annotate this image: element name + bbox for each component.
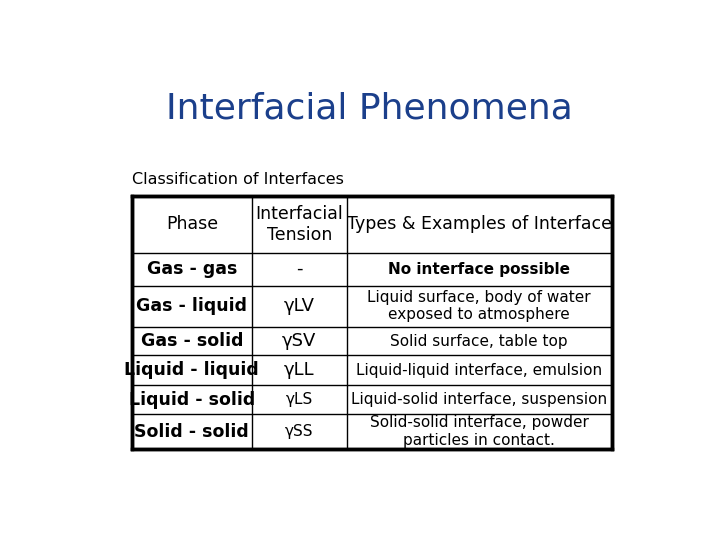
Text: Solid surface, table top: Solid surface, table top [390,334,568,349]
Text: Liquid-solid interface, suspension: Liquid-solid interface, suspension [351,392,607,407]
Bar [132,196,612,449]
Text: Phase: Phase [166,215,218,233]
Text: -: - [296,260,302,278]
Text: γSV: γSV [282,332,316,350]
Text: Liquid surface, body of water
exposed to atmosphere: Liquid surface, body of water exposed to… [367,290,591,322]
Text: No interface possible: No interface possible [388,262,570,276]
Text: Interfacial
Tension: Interfacial Tension [256,205,343,244]
Text: Solid-solid interface, powder
particles in contact.: Solid-solid interface, powder particles … [370,415,589,448]
Text: γLL: γLL [284,361,315,379]
Text: γLS: γLS [286,392,313,407]
Text: Interfacial Phenomena: Interfacial Phenomena [166,91,572,125]
Text: Gas - liquid: Gas - liquid [136,297,248,315]
Text: γSS: γSS [285,424,313,439]
Text: Types & Examples of Interface: Types & Examples of Interface [347,215,612,233]
Text: Liquid - liquid: Liquid - liquid [125,361,259,379]
Text: Gas - solid: Gas - solid [140,332,243,350]
Text: Gas - gas: Gas - gas [147,260,237,278]
Text: γLV: γLV [284,297,315,315]
Text: Solid - solid: Solid - solid [135,423,249,441]
Text: Classification of Interfaces: Classification of Interfaces [132,172,343,187]
Text: Liquid-liquid interface, emulsion: Liquid-liquid interface, emulsion [356,363,602,378]
Text: Liquid - solid: Liquid - solid [129,390,255,409]
